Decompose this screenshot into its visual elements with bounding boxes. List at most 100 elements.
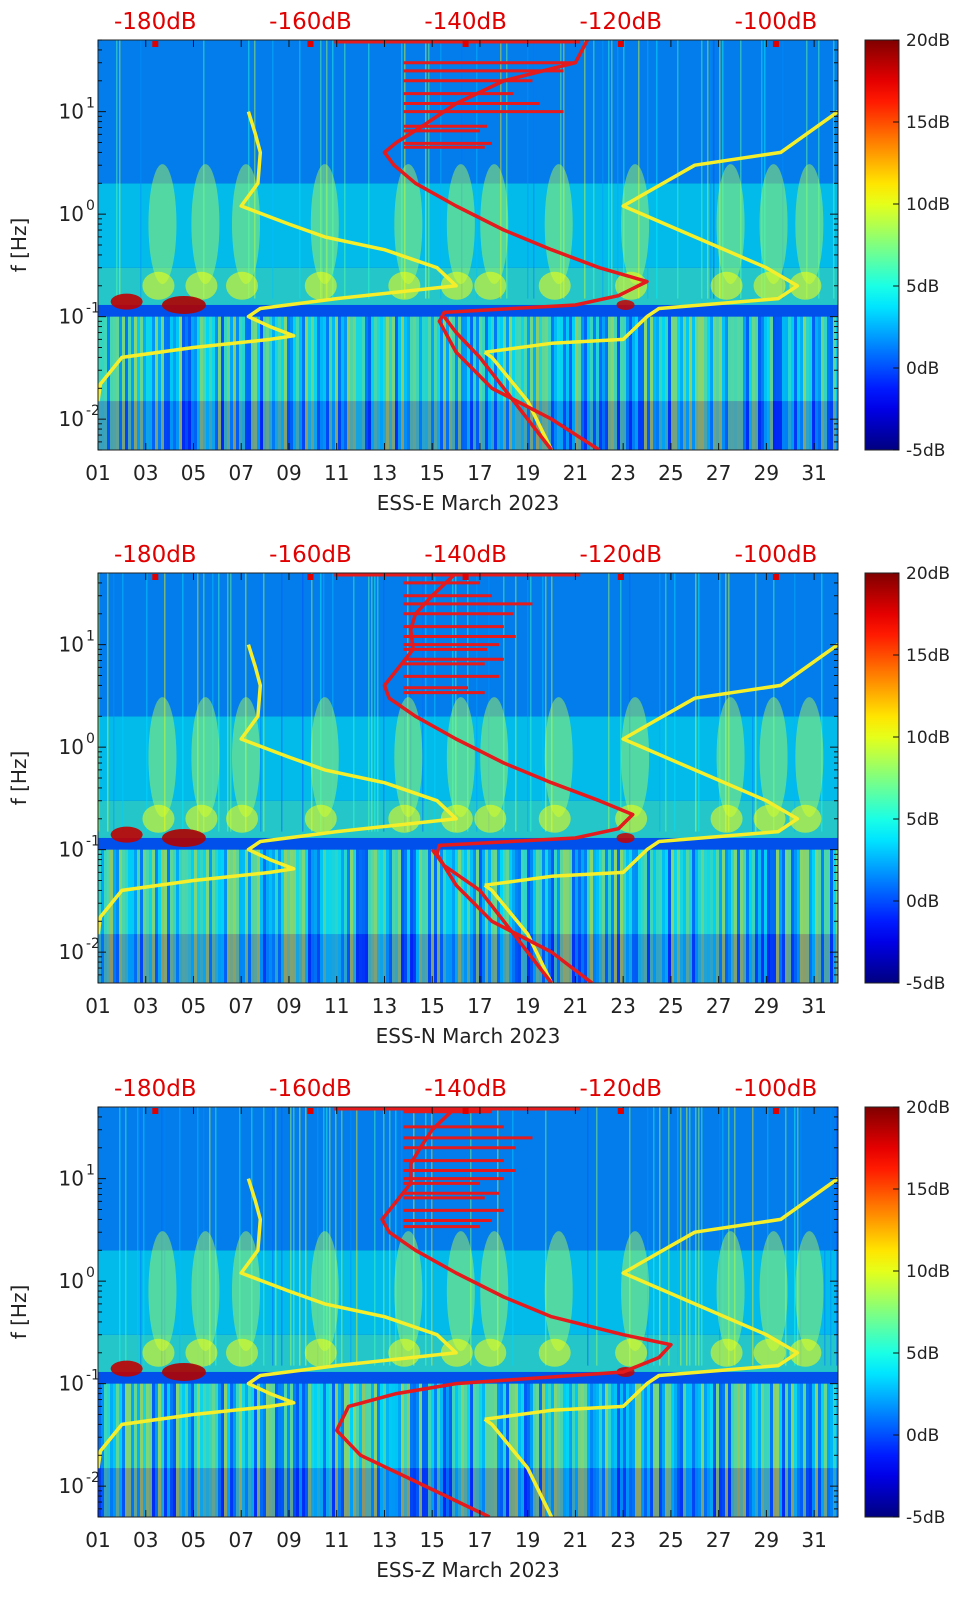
x-tick-label: 31 <box>801 1528 826 1552</box>
curve-3 <box>484 110 838 354</box>
y-tick-label: 10 <box>59 305 84 329</box>
top-scale-marker <box>307 41 314 47</box>
x-tick-label: 03 <box>133 994 158 1018</box>
x-tick-label: 31 <box>801 461 826 485</box>
colorbar-tick-label: 5dB <box>906 277 939 297</box>
curve-2 <box>483 1417 554 1517</box>
curve-3 <box>484 1177 838 1421</box>
x-tick-label: 29 <box>754 461 779 485</box>
top-scale-label: -120dB <box>579 542 662 568</box>
y-tick-exponent: 1 <box>86 1163 95 1179</box>
x-tick-label: 05 <box>181 994 206 1018</box>
top-scale-label: -140dB <box>424 1076 507 1102</box>
y-tick-exponent: -2 <box>86 403 100 419</box>
top-scale-label: -120dB <box>579 9 662 35</box>
spectrogram-image <box>98 1107 838 1517</box>
y-tick-exponent: -2 <box>86 1470 100 1486</box>
colorbar: 20dB 15dB 10dB 5dB 0dB -5dB <box>864 31 950 461</box>
x-tick-label: 25 <box>658 994 683 1018</box>
x-tick-label: 27 <box>706 1528 731 1552</box>
top-scale-marker <box>617 1108 624 1114</box>
y-tick-label: 10 <box>59 633 84 657</box>
x-tick-label: 11 <box>324 461 349 485</box>
top-scale-marker <box>617 41 624 47</box>
colorbar-tick-label: 20dB <box>906 564 950 584</box>
top-scale-marker <box>462 1108 469 1114</box>
x-tick-label: 19 <box>515 461 540 485</box>
top-scale-label: -100dB <box>735 1076 818 1102</box>
x-tick-label: 03 <box>133 1528 158 1552</box>
top-scale-label: -180dB <box>114 1076 197 1102</box>
y-tick-label: 10 <box>59 735 84 759</box>
curve-1 <box>98 1178 458 1469</box>
x-tick-label: 01 <box>85 994 110 1018</box>
x-tick-label: 07 <box>228 994 253 1018</box>
x-tick-label: 29 <box>754 994 779 1018</box>
top-scale-label: -160dB <box>269 542 352 568</box>
x-tick-label: 01 <box>85 1528 110 1552</box>
y-tick-label: 10 <box>59 1269 84 1293</box>
colorbar: 20dB 15dB 10dB 5dB 0dB -5dB <box>864 1098 950 1528</box>
x-axis-label: ESS-Z March 2023 <box>376 1558 560 1582</box>
y-tick-label: 10 <box>59 1474 84 1498</box>
x-tick-label: 15 <box>419 461 444 485</box>
spectrogram-image <box>98 40 838 450</box>
x-tick-label: 13 <box>372 994 397 1018</box>
x-tick-label: 09 <box>276 1528 301 1552</box>
y-tick-label: 10 <box>59 940 84 964</box>
x-tick-label: 21 <box>563 1528 588 1552</box>
x-tick-label: 09 <box>276 994 301 1018</box>
colorbar-tick-label: 20dB <box>906 31 950 51</box>
x-tick-label: 07 <box>228 1528 253 1552</box>
y-tick-label: 10 <box>59 407 84 431</box>
x-tick-label: 19 <box>515 1528 540 1552</box>
x-tick-label: 13 <box>372 1528 397 1552</box>
top-scale-label: -140dB <box>424 542 507 568</box>
curve-2 <box>483 350 554 450</box>
x-tick-label: 21 <box>563 994 588 1018</box>
y-tick-label: 10 <box>59 202 84 226</box>
y-tick-exponent: 1 <box>86 629 95 645</box>
y-tick-exponent: 0 <box>86 1265 95 1281</box>
x-tick-label: 17 <box>467 1528 492 1552</box>
y-tick-label: 10 <box>59 1372 84 1396</box>
y-axis-label: f [Hz] <box>7 218 31 273</box>
y-tick-exponent: -1 <box>86 301 100 317</box>
x-tick-label: 01 <box>85 461 110 485</box>
x-tick-label: 07 <box>228 461 253 485</box>
y-tick-exponent: 1 <box>86 96 95 112</box>
x-tick-label: 23 <box>610 461 635 485</box>
x-tick-label: 31 <box>801 994 826 1018</box>
x-tick-label: 11 <box>324 1528 349 1552</box>
curve-2 <box>483 883 554 983</box>
colorbar: 20dB 15dB 10dB 5dB 0dB -5dB <box>864 564 950 994</box>
y-tick-label: 10 <box>59 1167 84 1191</box>
top-scale-label: -180dB <box>114 542 197 568</box>
y-tick-exponent: -2 <box>86 936 100 952</box>
x-tick-label: 11 <box>324 994 349 1018</box>
curve-4 <box>382 573 635 983</box>
top-scale-marker <box>772 574 779 580</box>
top-scale-marker <box>307 1108 314 1114</box>
x-tick-label: 05 <box>181 461 206 485</box>
top-scale-marker <box>152 1108 159 1114</box>
x-tick-label: 15 <box>419 1528 444 1552</box>
x-tick-label: 13 <box>372 461 397 485</box>
top-scale-label: -120dB <box>579 1076 662 1102</box>
top-scale-marker <box>772 1108 779 1114</box>
top-scale-label: -160dB <box>269 1076 352 1102</box>
top-scale-marker <box>152 41 159 47</box>
curve-3 <box>484 643 838 887</box>
colorbar-tick-label: 15dB <box>906 113 950 133</box>
colorbar-tick-label: 0dB <box>906 1426 939 1446</box>
colorbar-tick-label: 10dB <box>906 195 950 215</box>
top-scale-label: -180dB <box>114 9 197 35</box>
y-tick-exponent: 0 <box>86 731 95 747</box>
y-tick-label: 10 <box>59 100 84 124</box>
x-tick-label: 27 <box>706 994 731 1018</box>
x-tick-label: 15 <box>419 994 444 1018</box>
x-tick-label: 17 <box>467 461 492 485</box>
x-tick-label: 25 <box>658 461 683 485</box>
